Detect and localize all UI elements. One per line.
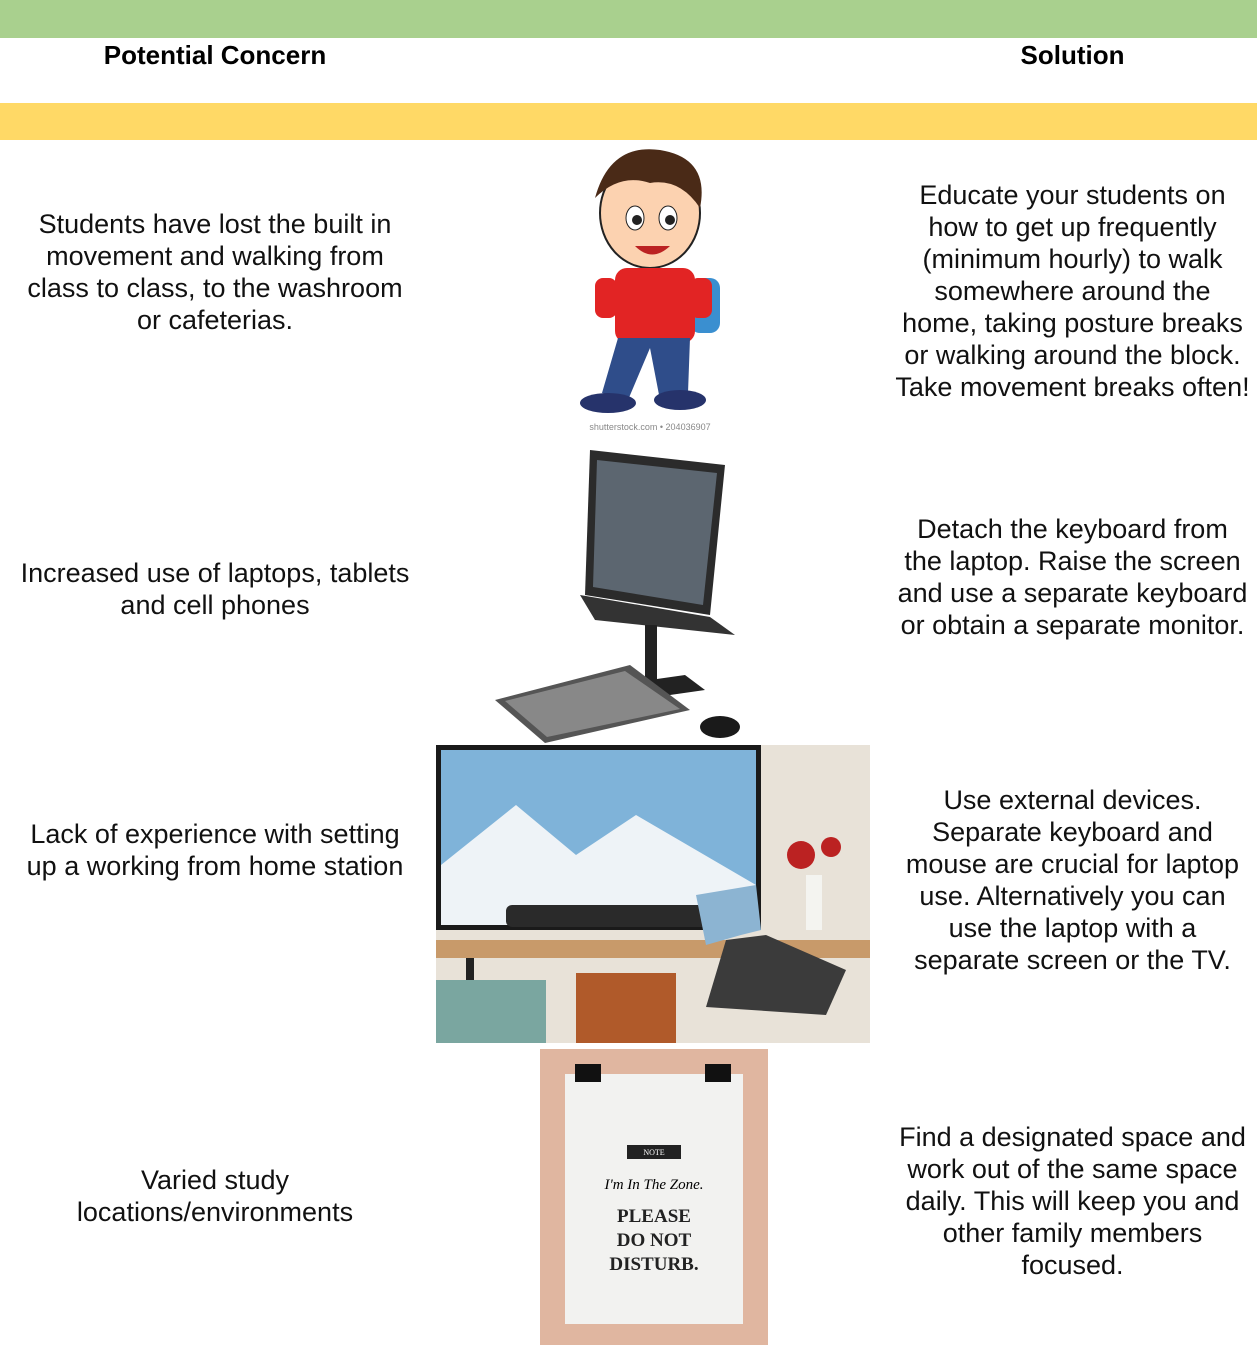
image-caption: shutterstock.com • 204036907: [589, 422, 710, 432]
solution: Use external devices. Separate keyboard …: [905, 785, 1240, 975]
sign-poster: NOTE I'm In The Zone. PLEASE DO NOT DIST…: [540, 1049, 768, 1345]
concern: Lack of experience with setting up a wor…: [26, 819, 404, 881]
sign-tag: NOTE: [643, 1148, 664, 1157]
laptop-illustration: [495, 450, 740, 743]
concern: Varied study locations/environments: [76, 1165, 354, 1227]
sign-line: PLEASE: [617, 1206, 691, 1227]
sign-line: DO NOT: [617, 1230, 692, 1251]
column-header: Potential Concern: [103, 40, 327, 70]
sign-line: DISTURB.: [609, 1254, 698, 1275]
sign-line: I'm In The Zone.: [603, 1177, 703, 1193]
solution: Educate your students on how to get up f…: [895, 180, 1250, 402]
green-band: [0, 0, 1257, 38]
boy-illustration: shutterstock.com • 204036907: [580, 149, 720, 432]
column-header: Solution: [1020, 40, 1125, 70]
solution: Find a designated space and work out of …: [899, 1122, 1246, 1280]
yellow-band: [0, 103, 1257, 140]
desk-photo: [436, 745, 870, 1043]
concern: Increased use of laptops, tablets and ce…: [20, 558, 410, 620]
solution: Detach the keyboard from the laptop. Rai…: [897, 514, 1248, 640]
concern: Students have lost the built in movement…: [27, 209, 403, 335]
